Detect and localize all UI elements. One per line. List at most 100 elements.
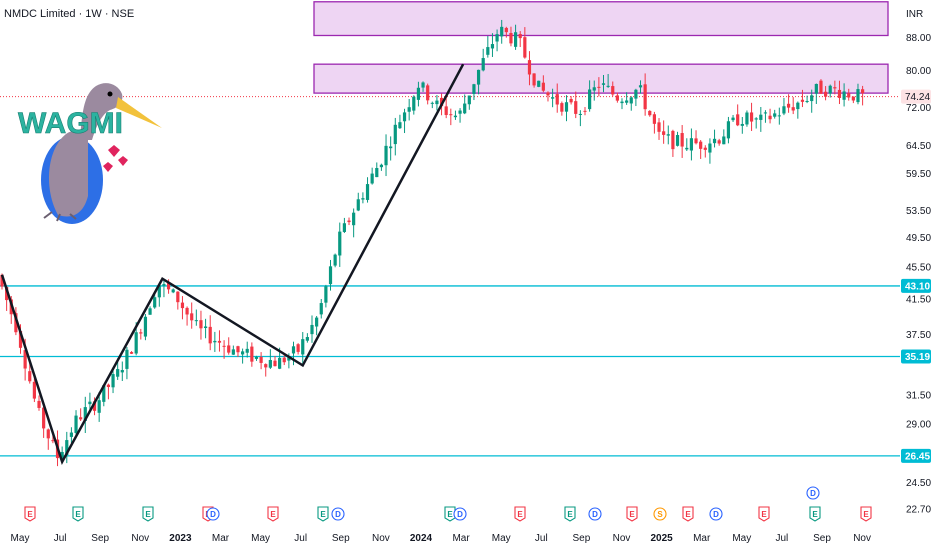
price-scale-panel[interactable] [900, 0, 932, 550]
zone-0 [313, 1, 889, 37]
candle-body-9 [42, 407, 46, 429]
candle-body-56 [259, 356, 263, 363]
y-tick-label-7: 45.50 [906, 263, 931, 274]
candle-body-4 [18, 331, 23, 348]
event-earnings-6 [317, 506, 329, 522]
candle-body-142 [657, 122, 661, 132]
candle-body-82 [379, 164, 384, 168]
candle-body-94 [435, 100, 439, 105]
candle-body-90 [416, 87, 421, 100]
candle-body-39 [180, 302, 185, 309]
event-label-7: D [335, 510, 341, 519]
event-split-14 [653, 507, 667, 521]
candle-body-165 [763, 112, 768, 114]
candle-body-80 [370, 173, 374, 184]
candle-body-71 [328, 266, 333, 285]
candle-body-139 [643, 84, 647, 110]
candle-body-136 [629, 97, 633, 104]
candle-body-167 [773, 113, 777, 117]
candle-body-140 [648, 110, 652, 116]
candle-body-65 [301, 339, 305, 355]
event-earnings-13 [626, 506, 638, 522]
candle-body-97 [449, 114, 453, 116]
chart-title: NMDC Limited · 1W · NSE [4, 8, 134, 20]
x-tick-label-3: Nov [131, 533, 149, 544]
candle-body-130 [601, 83, 606, 85]
candle-body-66 [305, 337, 309, 341]
candle-body-115 [532, 73, 536, 86]
candle-body-108 [500, 26, 504, 37]
candle-body-85 [393, 124, 397, 145]
candle-body-63 [291, 346, 296, 354]
candle-body-127 [588, 89, 592, 110]
y-tick-label-11: 31.50 [906, 391, 931, 402]
candle-body-67 [310, 324, 314, 335]
candle-body-102 [472, 84, 476, 94]
candle-body-110 [509, 32, 513, 44]
candle-body-29 [134, 332, 138, 354]
candle-body-101 [467, 95, 471, 105]
candle-body-141 [652, 114, 656, 124]
candle-body-96 [444, 106, 448, 116]
candle-body-87 [402, 112, 407, 122]
candle-body-118 [546, 92, 550, 96]
event-earnings-17 [758, 506, 770, 522]
candle-body-178 [823, 91, 828, 97]
candle-body-147 [680, 133, 684, 147]
x-tick-label-13: Jul [535, 533, 548, 544]
event-label-10: E [517, 510, 523, 519]
candle-body-13 [60, 451, 64, 461]
x-tick-label-21: Nov [853, 533, 871, 544]
candle-body-44 [203, 326, 208, 329]
x-tick-label-15: Nov [613, 533, 631, 544]
candle-body-160 [740, 123, 744, 126]
event-label-17: E [761, 510, 767, 519]
y-tick-label-4: 59.50 [906, 169, 931, 180]
zone-1 [313, 63, 889, 94]
candle-body-184 [851, 96, 855, 101]
candle-body-46 [213, 340, 217, 343]
event-label-16: D [713, 510, 719, 519]
level-tag-value-0: 43.10 [905, 281, 930, 292]
candle-body-156 [722, 136, 726, 145]
candle-body-100 [463, 103, 467, 114]
candle-body-30 [139, 332, 143, 334]
x-tick-label-18: May [732, 533, 751, 544]
level-tag-value-2: 26.45 [905, 451, 930, 462]
y-tick-label-0: 88.00 [906, 33, 931, 44]
event-label-8: E [447, 510, 453, 519]
candle-body-119 [551, 97, 555, 99]
event-earnings-10 [514, 506, 526, 522]
event-label-15: E [685, 510, 691, 519]
candle-body-109 [504, 27, 508, 33]
candle-body-159 [736, 114, 740, 126]
candle-body-185 [856, 89, 860, 103]
candle-body-84 [389, 146, 393, 149]
event-label-1: E [75, 510, 81, 519]
candle-body-7 [32, 381, 36, 399]
candle-body-68 [315, 317, 319, 327]
candle-body-55 [254, 356, 259, 359]
candle-body-95 [439, 97, 444, 107]
candle-body-132 [611, 86, 615, 95]
candle-body-83 [384, 145, 388, 166]
candle-body-35 [162, 284, 166, 286]
candle-body-105 [486, 47, 490, 55]
candle-body-54 [250, 346, 254, 362]
candle-body-113 [523, 37, 527, 58]
x-tick-label-10: 2024 [410, 533, 433, 544]
candle-body-166 [768, 115, 772, 120]
x-tick-label-7: Jul [294, 533, 307, 544]
current-price-value: 74.24 [905, 92, 930, 103]
candle-body-122 [564, 102, 569, 112]
candle-body-128 [592, 87, 596, 91]
event-label-11: E [567, 510, 573, 519]
candle-body-42 [194, 320, 198, 322]
candle-body-86 [398, 122, 402, 129]
candle-body-134 [620, 101, 624, 104]
candle-body-21 [97, 400, 101, 413]
candle-body-79 [365, 184, 370, 200]
candle-body-183 [847, 93, 851, 98]
candle-body-49 [227, 345, 231, 353]
